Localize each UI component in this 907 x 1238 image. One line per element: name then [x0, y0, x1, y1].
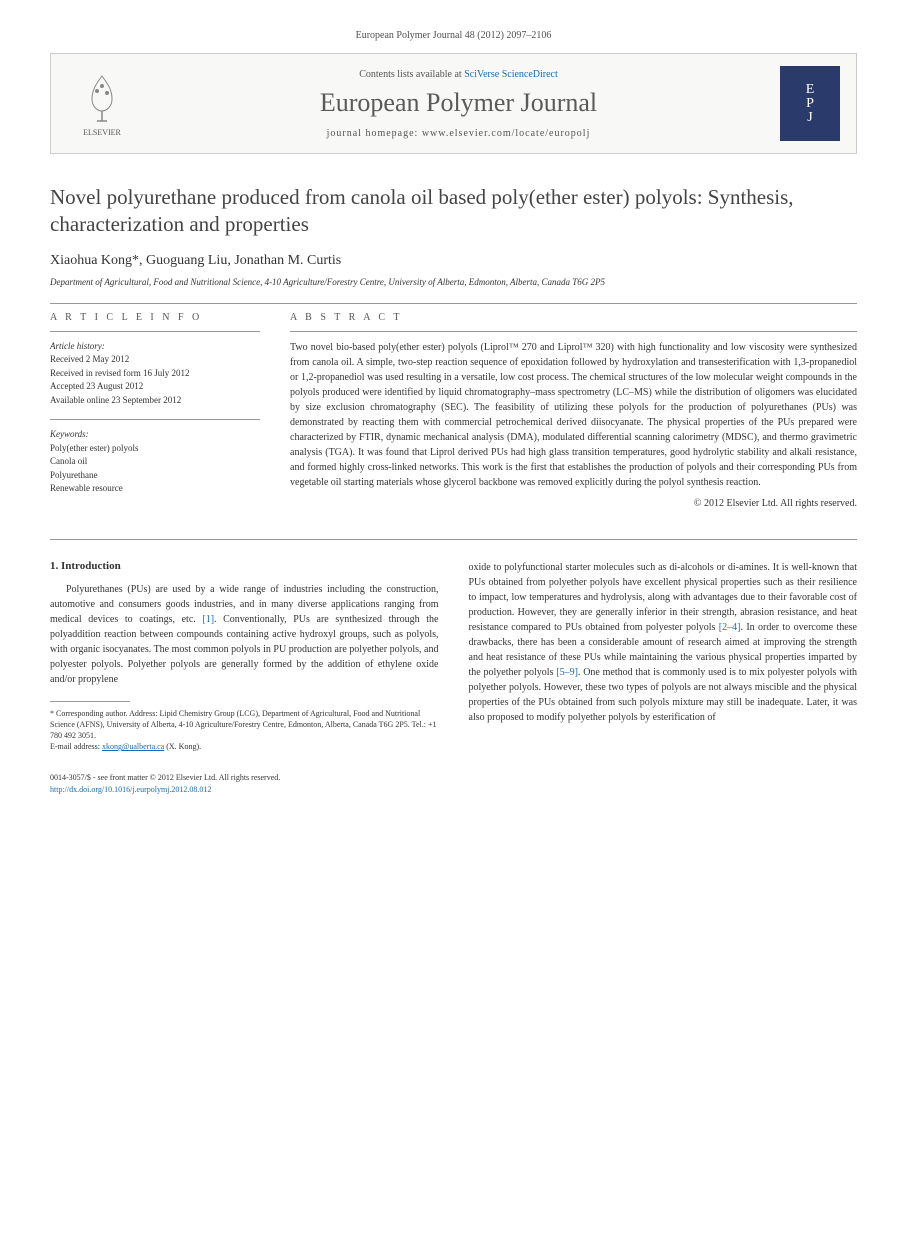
elsevier-tree-icon [77, 71, 127, 126]
author-names-rest: , Guoguang Liu, Jonathan M. Curtis [139, 253, 341, 268]
divider [50, 539, 857, 540]
footnote-separator [50, 701, 130, 702]
homepage-url[interactable]: www.elsevier.com/locate/europolj [422, 128, 591, 139]
divider [50, 303, 857, 304]
reference-link[interactable]: [2–4] [719, 622, 741, 633]
body-paragraph: Polyurethanes (PUs) are used by a wide r… [50, 582, 439, 687]
keyword: Poly(ether ester) polyols [50, 442, 260, 456]
abstract-label: A B S T R A C T [290, 312, 857, 323]
accepted-date: Accepted 23 August 2012 [50, 380, 260, 394]
body-right-column: oxide to polyfunctional starter molecule… [469, 560, 858, 753]
abstract-copyright: © 2012 Elsevier Ltd. All rights reserved… [290, 498, 857, 509]
body-left-column: 1. Introduction Polyurethanes (PUs) are … [50, 560, 439, 753]
reference-link[interactable]: [1] [202, 614, 214, 625]
contents-line: Contents lists available at SciVerse Sci… [137, 69, 780, 80]
abstract-text: Two novel bio-based poly(ether ester) po… [290, 340, 857, 490]
article-info-label: A R T I C L E I N F O [50, 312, 260, 323]
online-date: Available online 23 September 2012 [50, 394, 260, 408]
abstract-column: A B S T R A C T Two novel bio-based poly… [290, 312, 857, 509]
keyword: Canola oil [50, 455, 260, 469]
doi-link[interactable]: http://dx.doi.org/10.1016/j.eurpolymj.20… [50, 785, 211, 794]
received-date: Received 2 May 2012 [50, 353, 260, 367]
email-label: E-mail address: [50, 742, 102, 751]
keywords-block: Keywords: Poly(ether ester) polyols Cano… [50, 428, 260, 496]
cover-letter-icon: E [806, 83, 815, 97]
cover-letter-icon: J [807, 111, 812, 125]
journal-citation-header: European Polymer Journal 48 (2012) 2097–… [50, 30, 857, 41]
journal-name: European Polymer Journal [137, 88, 780, 118]
issn-line: 0014-3057/$ - see front matter © 2012 El… [50, 772, 857, 783]
article-info-column: A R T I C L E I N F O Article history: R… [50, 312, 260, 509]
homepage-prefix: journal homepage: [327, 128, 422, 139]
keywords-label: Keywords: [50, 428, 260, 442]
banner-center: Contents lists available at SciVerse Sci… [137, 69, 780, 139]
keyword: Polyurethane [50, 469, 260, 483]
info-abstract-row: A R T I C L E I N F O Article history: R… [50, 312, 857, 509]
contents-prefix: Contents lists available at [359, 69, 464, 80]
body-two-column: 1. Introduction Polyurethanes (PUs) are … [50, 560, 857, 753]
history-label: Article history: [50, 340, 260, 354]
keyword: Renewable resource [50, 482, 260, 496]
section-heading: 1. Introduction [50, 560, 439, 572]
email-link[interactable]: xkong@ualberta.ca [102, 742, 164, 751]
email-footnote: E-mail address: xkong@ualberta.ca (X. Ko… [50, 741, 439, 752]
reference-link[interactable]: [5–9] [556, 667, 578, 678]
article-history-block: Article history: Received 2 May 2012 Rec… [50, 340, 260, 408]
revised-date: Received in revised form 16 July 2012 [50, 367, 260, 381]
corresponding-star-icon: * [132, 253, 139, 268]
divider [50, 419, 260, 420]
article-title: Novel polyurethane produced from canola … [50, 184, 857, 239]
author-list: Xiaohua Kong*, Guoguang Liu, Jonathan M.… [50, 253, 857, 269]
sciencedirect-link[interactable]: SciVerse ScienceDirect [464, 69, 558, 80]
author-name: Xiaohua Kong [50, 253, 132, 268]
cover-letter-icon: P [806, 97, 814, 111]
publisher-name: ELSEVIER [83, 128, 121, 137]
divider [290, 331, 857, 332]
homepage-line: journal homepage: www.elsevier.com/locat… [137, 128, 780, 139]
journal-banner: ELSEVIER Contents lists available at Sci… [50, 53, 857, 154]
corresponding-footnote: * Corresponding author. Address: Lipid C… [50, 708, 439, 742]
divider [50, 331, 260, 332]
page-footer: 0014-3057/$ - see front matter © 2012 El… [50, 772, 857, 794]
body-paragraph: oxide to polyfunctional starter molecule… [469, 560, 858, 725]
journal-cover-thumbnail: E P J [780, 66, 840, 141]
publisher-logo-block: ELSEVIER [67, 71, 137, 137]
affiliation: Department of Agricultural, Food and Nut… [50, 277, 857, 287]
email-suffix: (X. Kong). [164, 742, 201, 751]
